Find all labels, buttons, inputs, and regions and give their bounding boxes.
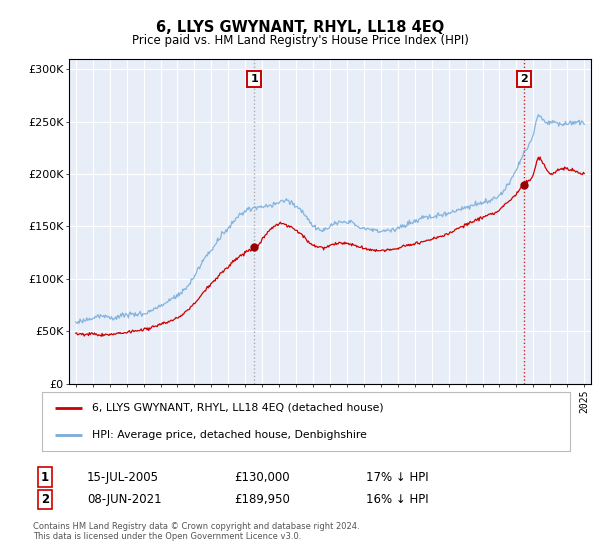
Text: 6, LLYS GWYNANT, RHYL, LL18 4EQ (detached house): 6, LLYS GWYNANT, RHYL, LL18 4EQ (detache… [92, 403, 384, 413]
Text: £189,950: £189,950 [234, 493, 290, 506]
Text: 16% ↓ HPI: 16% ↓ HPI [366, 493, 428, 506]
Text: £130,000: £130,000 [234, 470, 290, 484]
Text: 1: 1 [41, 470, 49, 484]
Text: 2: 2 [41, 493, 49, 506]
Text: Price paid vs. HM Land Registry's House Price Index (HPI): Price paid vs. HM Land Registry's House … [131, 34, 469, 46]
Text: HPI: Average price, detached house, Denbighshire: HPI: Average price, detached house, Denb… [92, 430, 367, 440]
Text: 15-JUL-2005: 15-JUL-2005 [87, 470, 159, 484]
Text: 6, LLYS GWYNANT, RHYL, LL18 4EQ: 6, LLYS GWYNANT, RHYL, LL18 4EQ [156, 20, 444, 35]
Text: 17% ↓ HPI: 17% ↓ HPI [366, 470, 428, 484]
Text: 08-JUN-2021: 08-JUN-2021 [87, 493, 161, 506]
Text: 2: 2 [520, 74, 528, 83]
Text: 1: 1 [251, 74, 259, 83]
Text: Contains HM Land Registry data © Crown copyright and database right 2024.
This d: Contains HM Land Registry data © Crown c… [33, 522, 359, 542]
